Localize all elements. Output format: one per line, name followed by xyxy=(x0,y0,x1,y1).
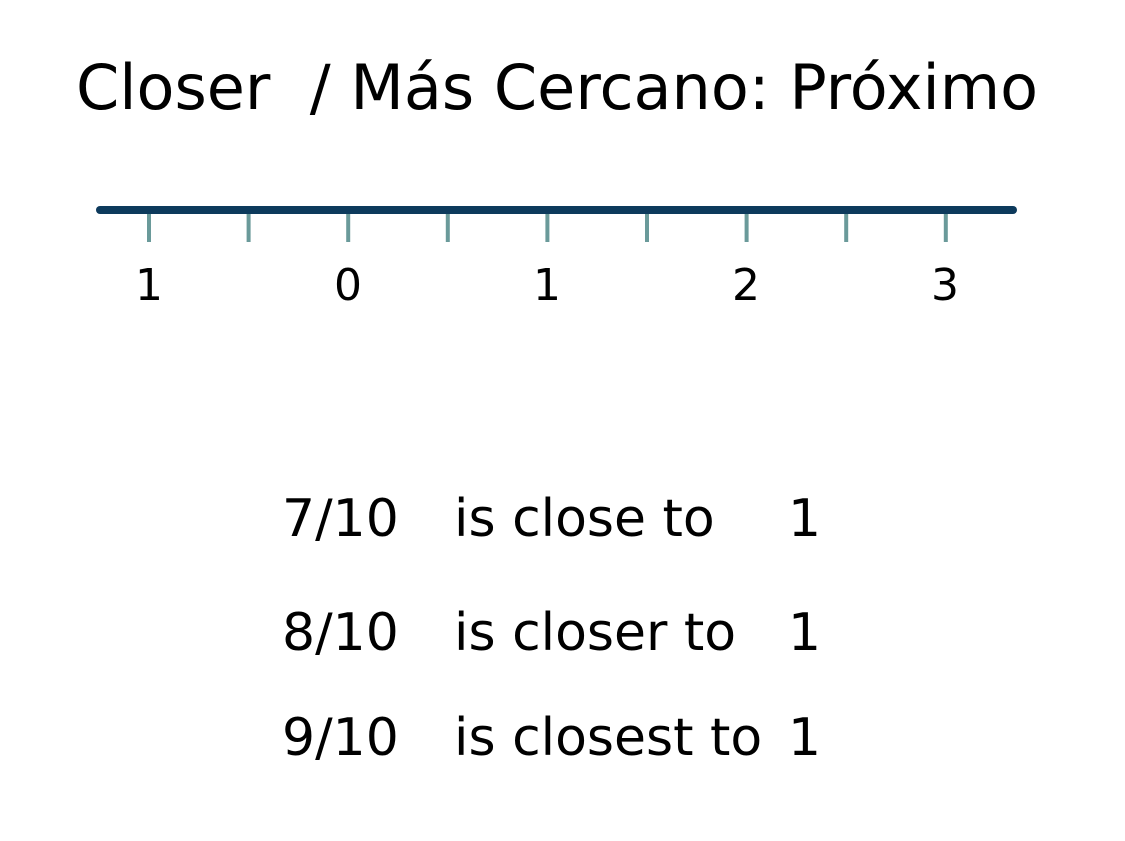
comparison-row: 9/10 is closest to 1 xyxy=(0,703,1125,773)
tick-label: 1 xyxy=(135,260,163,311)
comparison-phrase: is closer to xyxy=(454,603,737,663)
comparison-row: 8/10 is closer to 1 xyxy=(0,598,1125,668)
comparison-phrase: is closest to xyxy=(454,708,763,768)
tick-label: 2 xyxy=(732,260,760,311)
target-number: 1 xyxy=(788,708,822,768)
fraction: 7/10 xyxy=(282,489,399,549)
number-line-ticks xyxy=(147,212,948,242)
tick-label: 0 xyxy=(334,260,362,311)
fraction: 8/10 xyxy=(282,603,399,663)
fraction: 9/10 xyxy=(282,708,399,768)
comparison-row: 7/10 is close to 1 xyxy=(0,484,1125,554)
target-number: 1 xyxy=(788,603,822,663)
slide-title: Closer / Más Cercano: Próximo xyxy=(76,51,1039,124)
tick-label: 3 xyxy=(931,260,959,311)
tick-label: 1 xyxy=(533,260,561,311)
comparison-phrase: is close to xyxy=(454,489,715,549)
target-number: 1 xyxy=(788,489,822,549)
